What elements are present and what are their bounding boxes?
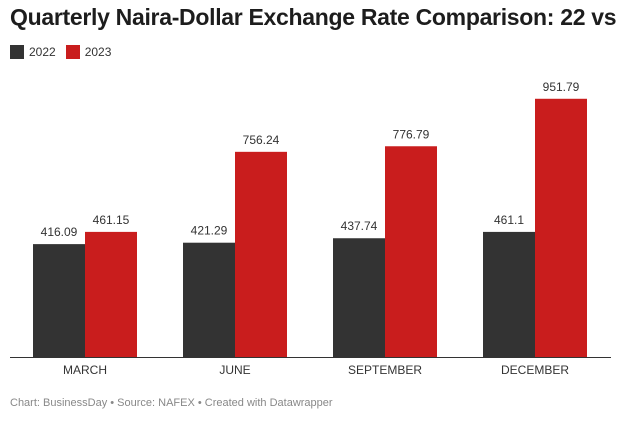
- data-label-2022-september: 437.74: [341, 219, 378, 233]
- data-label-2022-march: 416.09: [41, 225, 78, 239]
- bar-2023-march: [85, 231, 137, 357]
- legend-label-2023: 2023: [84, 45, 112, 59]
- legend-swatch-2023: [65, 45, 80, 59]
- x-tick-label-june: JUNE: [219, 363, 250, 377]
- legend-item-2023: 2023: [65, 45, 112, 59]
- chart-title: Quarterly Naira-Dollar Exchange Rate Com…: [10, 4, 621, 30]
- chart-footer: Chart: BusinessDay • Source: NAFEX • Cre…: [10, 397, 333, 409]
- bar-2022-june: [183, 242, 235, 357]
- legend-swatch-2022: [10, 45, 24, 59]
- legend-item-2022: 2022: [10, 45, 56, 59]
- data-label-2023-june: 756.24: [243, 133, 280, 147]
- bar-2022-march: [33, 244, 85, 357]
- x-tick-label-september: SEPTEMBER: [348, 363, 422, 377]
- bar-2023-september: [385, 146, 437, 357]
- bar-2023-december: [535, 98, 587, 358]
- x-tick-label-march: MARCH: [63, 363, 107, 377]
- bar-2023-june: [235, 151, 287, 357]
- data-label-2023-december: 951.79: [543, 80, 580, 94]
- legend-label-2022: 2022: [29, 45, 56, 59]
- bar-2022-december: [483, 231, 535, 357]
- data-label-2022-december: 461.1: [494, 213, 524, 227]
- legend: 2022 2023: [10, 45, 121, 59]
- data-label-2022-june: 421.29: [191, 224, 228, 238]
- data-label-2023-march: 461.15: [93, 213, 130, 227]
- data-label-2023-september: 776.79: [393, 127, 430, 141]
- bar-2022-september: [333, 238, 385, 357]
- x-tick-label-december: DECEMBER: [501, 363, 569, 377]
